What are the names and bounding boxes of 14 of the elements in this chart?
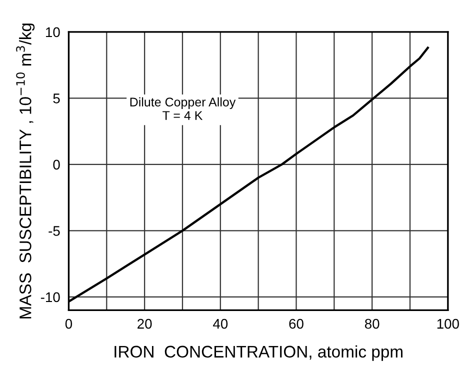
x-axis-title: IRON CONCENTRATION, atomic ppm xyxy=(114,345,402,361)
y-tick-label: -10 xyxy=(40,292,60,302)
annotation: Dilute Copper Alloy T = 4 K xyxy=(130,97,236,120)
x-tick-label: 100 xyxy=(437,318,459,329)
x-tick-label: 60 xyxy=(289,318,304,329)
y-tick-label: -5 xyxy=(48,226,60,236)
x-tick-label: 20 xyxy=(138,318,152,329)
y-tick-label: 10 xyxy=(46,27,60,38)
y-tick-label: 5 xyxy=(53,94,60,104)
x-tick-label: 0 xyxy=(65,318,72,329)
x-tick-label: 80 xyxy=(364,318,380,329)
x-tick-label: 40 xyxy=(213,318,228,329)
y-axis-title: MASS SUSCEPTIBILITY , 10$^{−10}$ m$^{3}$/kg xyxy=(16,24,35,318)
y-tick-label: 0 xyxy=(53,160,60,170)
